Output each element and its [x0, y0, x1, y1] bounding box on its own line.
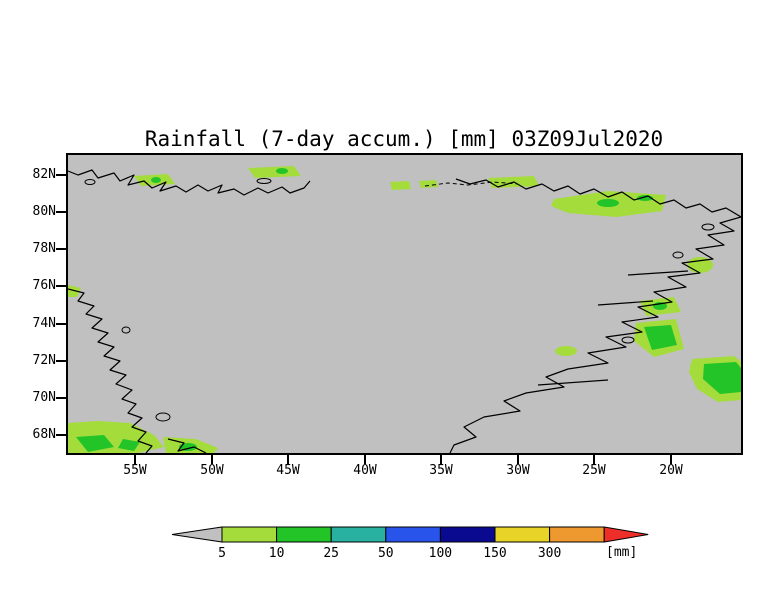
- coastline-north-east: [455, 178, 741, 218]
- lon-label: 50W: [200, 463, 224, 478]
- rain-patch-southwest-core2: [118, 439, 140, 451]
- lon-tick: [364, 455, 366, 464]
- lon-tick: [440, 455, 442, 464]
- lat-label: 76N: [32, 278, 56, 293]
- rain-patch-north-3b: [419, 180, 438, 188]
- island-northwest: [84, 179, 96, 185]
- colorbar-segment: [439, 526, 496, 543]
- colorbar-segment: [494, 526, 551, 543]
- rain-patch-north-1-core: [151, 177, 161, 183]
- rain-patch-rightedge-core: [703, 362, 741, 394]
- lon-label: 40W: [353, 463, 377, 478]
- lat-label: 70N: [32, 390, 56, 405]
- lon-tick: [134, 455, 136, 464]
- rain-patch-northeast-core1: [597, 199, 619, 207]
- colorbar-segment: [221, 526, 278, 543]
- lon-label: 55W: [123, 463, 147, 478]
- lat-tick: [56, 211, 66, 213]
- coastline-north-west: [68, 169, 311, 196]
- colorbar-threshold-label: 50: [378, 546, 394, 561]
- coastline-west: [68, 288, 153, 453]
- lon-tick: [670, 455, 672, 464]
- lat-label: 74N: [32, 316, 56, 331]
- lon-tick: [287, 455, 289, 464]
- island-east-2: [672, 251, 684, 259]
- lon-tick: [593, 455, 595, 464]
- lat-tick: [56, 174, 66, 176]
- island-west-upernavik: [121, 326, 131, 334]
- map-area: [66, 153, 743, 455]
- lon-tick: [211, 455, 213, 464]
- colorbar-unit-label: [mm]: [606, 545, 638, 560]
- colorbar-segment: [276, 526, 332, 543]
- colorbar-segment: [330, 526, 387, 543]
- coastline-southwest-inlet: [167, 438, 207, 453]
- rain-patch-southwest-core: [76, 435, 114, 452]
- island-north: [256, 178, 272, 184]
- fjord-line-3: [537, 379, 609, 386]
- map-svg: [68, 166, 741, 453]
- lon-tick: [517, 455, 519, 464]
- rain-patch-south-core: [179, 443, 197, 451]
- lat-tick: [56, 248, 66, 250]
- island-west-disko: [155, 412, 171, 422]
- colorbar-threshold-label: 150: [483, 546, 506, 561]
- lat-label: 80N: [32, 204, 56, 219]
- island-east-3: [621, 336, 635, 344]
- colorbar-svg: [171, 526, 649, 543]
- lon-label: 20W: [659, 463, 683, 478]
- colorbar-threshold-label: 300: [538, 546, 561, 561]
- lon-label: 35W: [429, 463, 453, 478]
- rain-patch-north-3a: [390, 181, 411, 190]
- colorbar-threshold-label: 10: [269, 546, 285, 561]
- lat-tick: [56, 323, 66, 325]
- colorbar-segment: [385, 526, 441, 543]
- island-east-1: [701, 223, 715, 231]
- lat-tick: [56, 360, 66, 362]
- colorbar-arrow-high: [603, 526, 649, 543]
- rain-patch-north-2: [248, 166, 301, 178]
- colorbar-segment: [549, 526, 605, 543]
- lat-tick: [56, 285, 66, 287]
- rain-patch-north-2-core: [276, 168, 288, 174]
- lat-label: 72N: [32, 353, 56, 368]
- colorbar-threshold-label: 100: [429, 546, 452, 561]
- colorbar-threshold-label: 5: [218, 546, 226, 561]
- coastline-east: [449, 216, 741, 453]
- fjord-line-2: [597, 300, 654, 306]
- lon-label: 25W: [582, 463, 606, 478]
- lon-label: 45W: [276, 463, 300, 478]
- lat-label: 68N: [32, 427, 56, 442]
- rain-patches: [68, 166, 741, 453]
- lat-label: 78N: [32, 241, 56, 256]
- colorbar-threshold-label: 25: [323, 546, 339, 561]
- lat-label: 82N: [32, 167, 56, 182]
- fjord-line-1: [627, 270, 689, 276]
- coastlines: [68, 169, 741, 453]
- rain-patch-east-74n-core: [644, 325, 677, 350]
- colorbar-labels-svg: 5 10 25 50 100 150 300: [218, 546, 561, 561]
- coastline-north-dashed: [424, 181, 519, 187]
- lat-tick: [56, 434, 66, 436]
- plot-title: Rainfall (7-day accum.) [mm] 03Z09Jul202…: [144, 127, 664, 151]
- lat-tick: [56, 397, 66, 399]
- colorbar-arrow-low: [171, 526, 223, 543]
- colorbar: 5 10 25 50 100 150 300 [mm]: [170, 526, 650, 568]
- rain-patch-fjord-72n: [555, 346, 577, 356]
- lon-label: 30W: [506, 463, 530, 478]
